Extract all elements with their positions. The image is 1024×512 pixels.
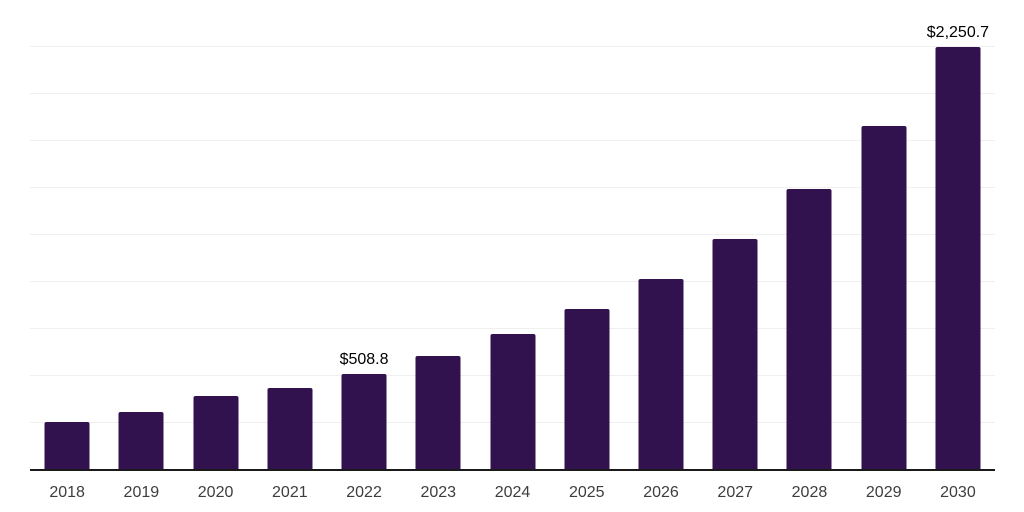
x-tick-2022: 2022	[346, 484, 382, 501]
bar-2027	[712, 238, 758, 470]
bar-2030	[935, 46, 981, 470]
x-tick-2024: 2024	[494, 484, 531, 501]
gridline	[30, 328, 995, 329]
bar-slot-2030: $2,250.7	[921, 0, 995, 470]
bar-slot-2023	[401, 0, 475, 470]
bars-row: $508.8 $2,250.7	[30, 0, 995, 470]
bar-slot-2025	[550, 0, 624, 470]
x-axis-labels: 2018 2019 2020 2021 2022 2023 2024 2025 2026 2027…	[30, 470, 995, 512]
gridline	[30, 140, 995, 141]
bar-2028	[786, 188, 832, 470]
bar-2019	[118, 412, 164, 470]
bar-slot-2029	[847, 0, 921, 470]
bar-slot-2024	[475, 0, 549, 470]
bar-value-label-2030: $2,250.7	[926, 23, 990, 41]
bar-2021	[267, 388, 313, 470]
gridline	[30, 93, 995, 94]
bar-slot-2028	[772, 0, 846, 470]
gridline	[30, 46, 995, 47]
gridline	[30, 234, 995, 235]
bar-2020	[193, 396, 239, 470]
bar-2023	[415, 356, 461, 470]
gridline	[30, 187, 995, 188]
x-tick-2019: 2019	[123, 484, 160, 501]
x-tick-2028: 2028	[791, 484, 828, 501]
bar-2024	[490, 334, 536, 470]
bar-slot-2027	[698, 0, 772, 470]
bar-2029	[861, 125, 907, 470]
x-tick-2021: 2021	[272, 484, 308, 501]
x-tick-2020: 2020	[197, 484, 234, 501]
x-tick-2026: 2026	[643, 484, 679, 501]
x-tick-2030: 2030	[940, 484, 976, 501]
bar-slot-2018	[30, 0, 104, 470]
x-axis-line	[30, 469, 995, 471]
x-tick-2029: 2029	[865, 484, 902, 501]
x-tick-2023: 2023	[420, 484, 457, 501]
bar-slot-2022: $508.8	[327, 0, 401, 470]
bar-2025	[564, 309, 610, 470]
x-tick-2027: 2027	[717, 484, 754, 501]
x-tick-2025: 2025	[568, 484, 605, 501]
bar-2018	[44, 422, 90, 470]
bar-slot-2021	[253, 0, 327, 470]
bar-2026	[638, 279, 684, 470]
bar-slot-2019	[104, 0, 178, 470]
bar-2022	[341, 374, 387, 470]
plot-area: $508.8 $2,250.7	[30, 0, 995, 471]
bar-slot-2020	[178, 0, 252, 470]
bar-value-label-2022: $508.8	[339, 351, 389, 369]
x-tick-2018: 2018	[49, 484, 85, 501]
bar-slot-2026	[624, 0, 698, 470]
gridline	[30, 281, 995, 282]
